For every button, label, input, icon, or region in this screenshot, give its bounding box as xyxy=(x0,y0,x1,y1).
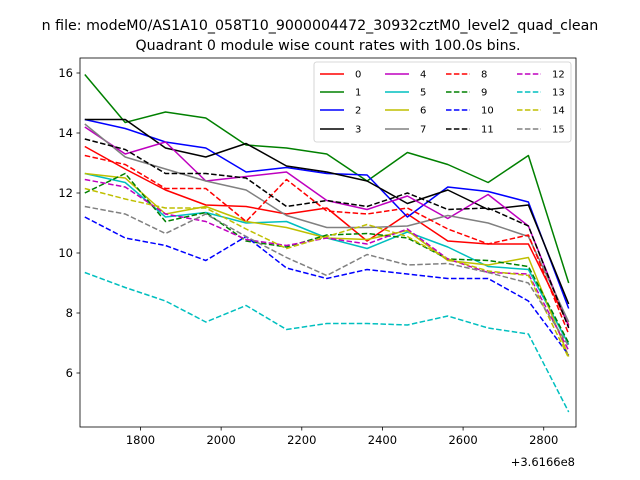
y-axis: 6 8 10 12 14 16 xyxy=(58,66,80,380)
series-line-14 xyxy=(84,187,570,359)
series-line-4 xyxy=(84,126,570,327)
x-tick-label: 2600 xyxy=(448,433,477,447)
y-tick-label: 12 xyxy=(58,186,73,200)
chart-title: Quadrant 0 module wise count rates with … xyxy=(135,38,520,54)
x-axis: 1800 2000 2200 2400 2600 2800 xyxy=(126,427,558,447)
x-tick-label: 1800 xyxy=(126,433,155,447)
legend-label-9: 9 xyxy=(481,88,487,99)
legend-label-11: 11 xyxy=(481,125,494,136)
figure-suptitle: n file: modeM0/AS1A10_058T10_9000004472_… xyxy=(42,18,599,34)
axes-frame xyxy=(79,57,577,428)
series-line-9 xyxy=(84,172,570,344)
legend-label-14: 14 xyxy=(552,106,565,117)
series-line-1 xyxy=(84,74,570,284)
series-line-12 xyxy=(84,178,570,351)
y-tick-label: 16 xyxy=(58,66,73,80)
legend-label-13: 13 xyxy=(552,88,565,99)
legend-box xyxy=(313,61,572,143)
legend-label-0: 0 xyxy=(355,70,361,81)
legend-label-7: 7 xyxy=(420,125,426,136)
x-tick-label: 2800 xyxy=(529,433,558,447)
legend-label-1: 1 xyxy=(355,88,361,99)
x-tick-label: 2000 xyxy=(206,433,235,447)
series-line-2 xyxy=(84,118,570,309)
series-line-11 xyxy=(84,138,570,329)
legend-label-2: 2 xyxy=(355,106,361,117)
x-axis-offset-label: +3.6166e8 xyxy=(511,455,575,469)
x-tick-label: 2400 xyxy=(368,433,397,447)
series-line-10 xyxy=(84,216,570,356)
series-line-3 xyxy=(84,118,570,305)
y-tick-label: 10 xyxy=(58,246,73,260)
legend-label-10: 10 xyxy=(481,106,494,117)
legend-label-5: 5 xyxy=(420,88,426,99)
series-line-7 xyxy=(84,123,570,323)
series-line-13 xyxy=(84,271,570,413)
legend-label-8: 8 xyxy=(481,70,487,81)
series-line-5 xyxy=(84,172,570,345)
legend-label-15: 15 xyxy=(552,125,565,136)
series-line-15 xyxy=(84,205,570,347)
y-tick-label: 8 xyxy=(66,306,73,320)
y-tick-label: 6 xyxy=(66,366,73,380)
legend-label-6: 6 xyxy=(420,106,426,117)
y-tick-label: 14 xyxy=(58,126,73,140)
legend-label-4: 4 xyxy=(420,70,426,81)
legend-label-3: 3 xyxy=(355,125,361,136)
plot-area xyxy=(84,74,570,413)
x-tick-label: 2200 xyxy=(287,433,316,447)
legend-label-12: 12 xyxy=(552,70,565,81)
series-line-8 xyxy=(84,154,570,335)
